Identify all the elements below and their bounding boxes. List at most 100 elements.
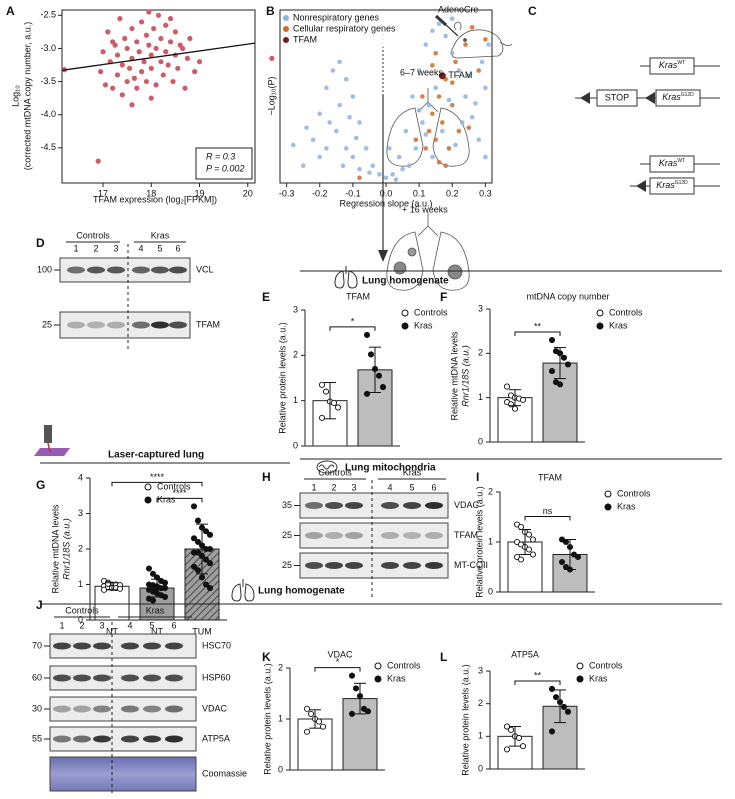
x-tick-label: TUM [192, 626, 212, 636]
point [139, 69, 145, 75]
legend-marker [144, 483, 152, 491]
band [151, 321, 169, 329]
significance-bracket [111, 481, 203, 487]
point [300, 163, 306, 168]
legend-marker [401, 322, 409, 330]
allele-gene: Kras [656, 180, 675, 190]
point [324, 85, 329, 91]
band [87, 266, 105, 274]
point [443, 163, 448, 168]
legend-label: Controls [414, 307, 448, 317]
data-point [560, 703, 568, 710]
data-point [334, 404, 342, 411]
point [180, 45, 186, 52]
mw-marker: 60 [32, 672, 42, 682]
y-tick-label: 1 [478, 731, 483, 741]
point [413, 146, 419, 151]
point [423, 42, 429, 47]
y-axis-label: Relative protein levels (a.u.) [460, 664, 470, 776]
significance-label: ** [534, 670, 542, 680]
point [167, 39, 174, 45]
mw-marker: 25 [282, 530, 292, 540]
lane-label: 4 [387, 482, 392, 492]
data-point [315, 718, 323, 725]
data-point [194, 538, 202, 545]
data-point [161, 579, 169, 586]
point [343, 146, 349, 151]
band [143, 705, 161, 713]
band [345, 562, 363, 569]
x-tick-label: 20 [243, 188, 253, 198]
data-point [161, 585, 169, 592]
band-label: HSP60 [202, 672, 231, 682]
point [347, 114, 352, 120]
point [483, 37, 488, 42]
data-point [330, 399, 338, 406]
y-tick-label: 3 [478, 665, 483, 675]
band [305, 562, 323, 569]
point-annotation: TFAM [448, 70, 472, 80]
y-tick-label: 0 [293, 440, 298, 450]
allele-variant: G12D [675, 180, 688, 186]
y-tick-label: 1 [78, 579, 83, 589]
group-label: Kras [151, 230, 170, 240]
band [121, 705, 139, 713]
band [425, 502, 443, 509]
point [453, 59, 458, 65]
point [124, 45, 130, 52]
lane-label: 5 [409, 482, 414, 492]
point [420, 120, 425, 125]
timepoint-label: 6–7 weeks [400, 67, 444, 77]
data-point [303, 728, 311, 735]
y-tick-label: -2.5 [40, 10, 56, 20]
point [420, 94, 425, 99]
panel-letter: F [440, 290, 447, 304]
x-tick-label: 0.3 [479, 188, 492, 198]
point [440, 120, 445, 125]
data-point [574, 553, 582, 561]
point [433, 50, 438, 56]
data-point [145, 565, 153, 572]
section-header: Lung homogenate [258, 586, 345, 597]
band [121, 735, 139, 743]
y-tick-label: 2 [78, 543, 83, 553]
band [143, 735, 161, 743]
legend-marker [604, 503, 612, 511]
y-tick-label: 2 [278, 662, 283, 672]
y-axis-label: Relative mtDNA levels [50, 504, 60, 594]
point [269, 55, 275, 61]
band [132, 266, 150, 274]
band [53, 674, 71, 682]
virus-label: AdenoCre [438, 4, 479, 14]
band [73, 642, 91, 650]
legend-marker [604, 490, 612, 498]
band [93, 735, 111, 743]
mw-marker: 70 [32, 640, 42, 650]
point [95, 158, 101, 164]
point [165, 62, 171, 68]
point [126, 65, 133, 71]
point [114, 52, 121, 58]
legend-label: Controls [589, 660, 623, 670]
y-tick-label: -4.5 [40, 142, 56, 152]
data-point [322, 388, 330, 395]
legend-box [282, 12, 400, 47]
significance-label: **** [172, 488, 187, 498]
point [163, 22, 169, 28]
point [167, 16, 174, 22]
y-axis-label: Log₁₀ [10, 85, 20, 107]
legend-label: Controls [387, 660, 421, 670]
y-tick-label: -3.0 [40, 43, 56, 53]
band [67, 266, 85, 274]
stats-text: R = 0.3 [206, 151, 235, 161]
data-point [104, 580, 112, 587]
loxp-sites [580, 92, 655, 192]
allele-label: KrasG12D [656, 180, 688, 190]
point [119, 62, 125, 68]
point [114, 72, 121, 78]
legend-label: Kras [387, 673, 406, 683]
data-point [206, 531, 214, 538]
point [146, 9, 152, 15]
point [436, 159, 442, 165]
